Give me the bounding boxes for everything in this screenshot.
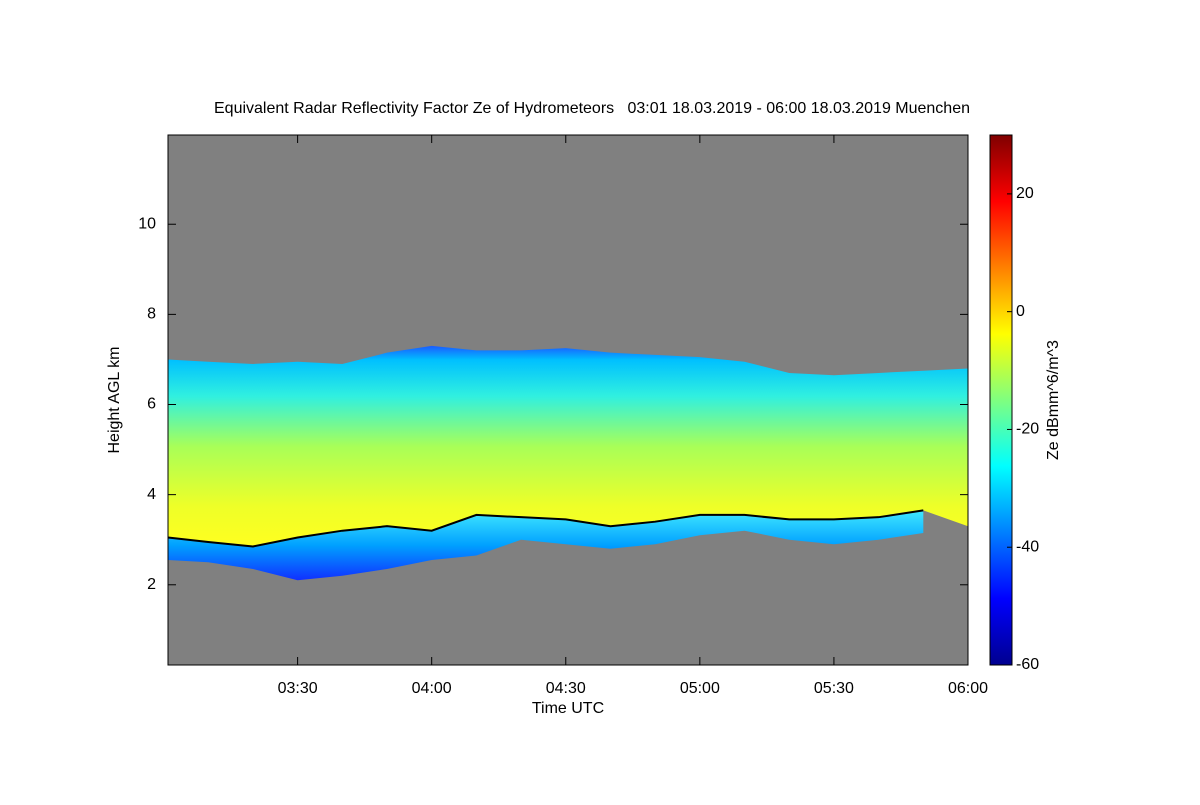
x-tick-label: 05:30 xyxy=(814,680,854,697)
colorbar-label: Ze dBmm^6/m^3 xyxy=(1045,340,1062,460)
plot-frame xyxy=(167,134,969,666)
echo-lower xyxy=(168,510,924,581)
x-tick-label: 04:00 xyxy=(412,680,452,697)
y-tick-label: 4 xyxy=(147,486,156,503)
colorbar-tick-label: 0 xyxy=(1016,303,1025,320)
y-axis-label: Height AGL km xyxy=(106,346,123,453)
colorbar xyxy=(989,134,1013,666)
colorbar-tick-label: -40 xyxy=(1016,538,1039,555)
y-tick-label: 10 xyxy=(138,215,156,232)
x-axis-label: Time UTC xyxy=(532,700,604,717)
colorbar-tick-label: -60 xyxy=(1016,656,1039,673)
melting-layer-line xyxy=(167,509,924,548)
x-tick-label: 06:00 xyxy=(948,680,988,697)
colorbar-tick-label: -20 xyxy=(1016,421,1039,438)
x-tick-label: 04:30 xyxy=(546,680,586,697)
x-tick-label: 03:30 xyxy=(278,680,318,697)
y-tick-label: 2 xyxy=(147,576,156,593)
y-tick-label: 6 xyxy=(147,396,156,413)
chart-title: Equivalent Radar Reflectivity Factor Ze … xyxy=(214,100,970,117)
echo-upper xyxy=(168,345,968,547)
y-tick-label: 8 xyxy=(147,306,156,323)
x-tick-label: 05:00 xyxy=(680,680,720,697)
colorbar-tick-label: 20 xyxy=(1016,185,1034,202)
